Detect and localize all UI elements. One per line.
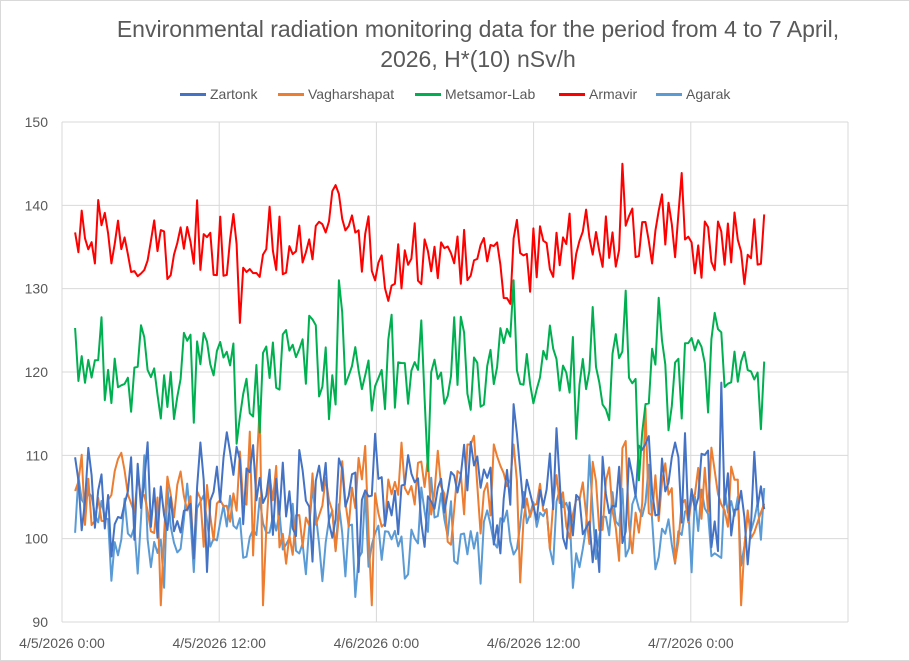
series-line-agarak[interactable] [74, 454, 766, 598]
legend-label-agarak: Agarak [686, 86, 731, 102]
x-tick-label: 4/5/2026 0:00 [19, 635, 105, 651]
legend-label-vagharshapat: Vagharshapat [308, 86, 395, 102]
legend-swatch-armavir [559, 92, 585, 96]
x-tick-label: 4/6/2026 12:00 [487, 635, 581, 651]
tick-layer: 90 100 110 120 130 140 150 4/5/2026 0:00 4/5/202… [19, 114, 734, 651]
chart-title: Environmental radiation monitoring data … [100, 14, 856, 74]
y-tick-label: 130 [25, 281, 49, 297]
legend-swatch-agarak [656, 92, 682, 96]
legend-item-armavir[interactable]: Armavir [559, 84, 637, 104]
legend-label-zartonk: Zartonk [210, 86, 258, 102]
legend-label-metsamor-lab: Metsamor-Lab [445, 86, 536, 102]
y-tick-label: 140 [25, 197, 49, 213]
legend: Zartonk Vagharshapat Metsamor-Lab Armavi… [0, 84, 910, 104]
chart-title-line-1: Environmental radiation monitoring data … [116, 16, 840, 42]
y-tick-label: 110 [26, 447, 49, 463]
legend-item-zartonk[interactable]: Zartonk [180, 84, 257, 104]
legend-swatch-metsamor-lab [415, 92, 441, 96]
x-tick-label: 4/5/2026 12:00 [172, 635, 266, 651]
x-tick-label: 4/6/2026 0:00 [334, 635, 420, 651]
legend-label-armavir: Armavir [589, 86, 638, 102]
legend-swatch-zartonk [180, 92, 206, 96]
legend-item-metsamor-lab[interactable]: Metsamor-Lab [415, 84, 535, 104]
chart-title-line-2: 2026, H*(10) nSv/h [380, 46, 576, 72]
legend-item-agarak[interactable]: Agarak [656, 84, 730, 104]
series-line-vagharshapat[interactable] [74, 405, 766, 607]
y-tick-label: 90 [32, 614, 48, 630]
x-tick-label: 4/7/2026 0:00 [648, 635, 734, 651]
legend-item-vagharshapat[interactable]: Vagharshapat [278, 84, 394, 104]
y-tick-label: 150 [25, 114, 49, 130]
y-tick-label: 120 [25, 364, 49, 380]
series-line-zartonk[interactable] [74, 381, 766, 573]
series-layer [74, 162, 766, 607]
legend-swatch-vagharshapat [278, 92, 304, 96]
y-tick-label: 100 [25, 531, 49, 547]
series-line-armavir[interactable] [74, 162, 766, 324]
series-line-metsamor-lab[interactable] [74, 279, 766, 482]
